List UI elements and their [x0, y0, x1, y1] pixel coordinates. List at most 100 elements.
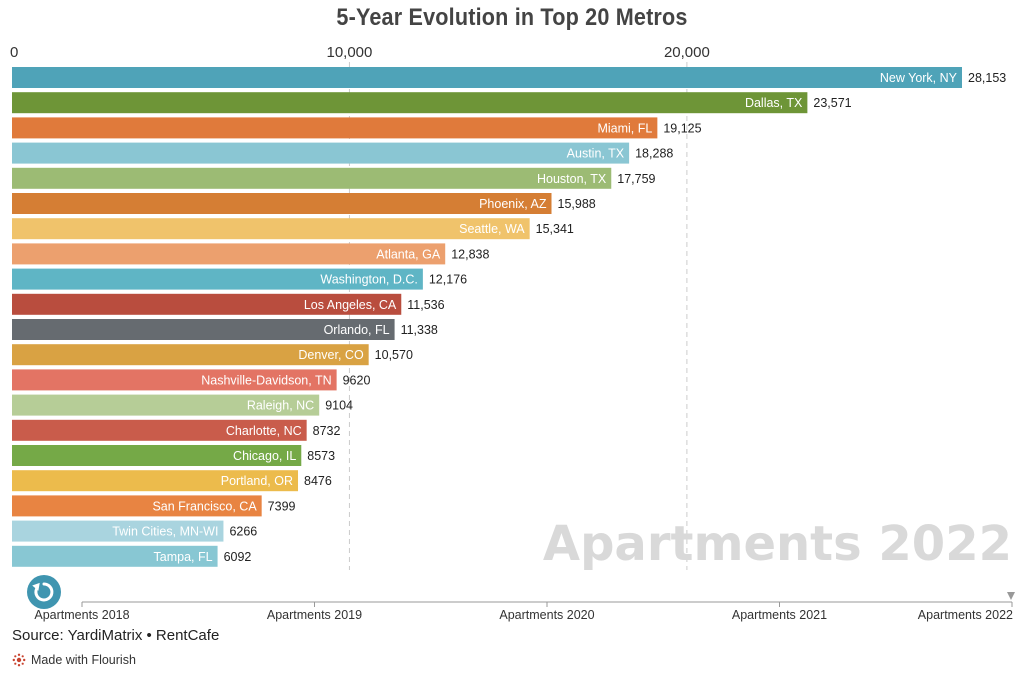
bar-category-label: Miami, FL	[597, 121, 652, 135]
year-watermark: Apartments 2022	[543, 516, 1012, 572]
bar	[12, 268, 423, 290]
bar-category-label: San Francisco, CA	[152, 499, 257, 513]
bar	[12, 419, 307, 441]
bar-category-label: Phoenix, AZ	[479, 197, 547, 211]
bar-value-label: 8476	[304, 474, 332, 488]
replay-icon	[32, 582, 54, 602]
replay-button[interactable]	[27, 575, 61, 609]
bar-value-label: 10,570	[375, 348, 413, 362]
bar-category-label: Dallas, TX	[745, 96, 803, 110]
bar	[12, 344, 369, 366]
bar-row: Austin, TX 18,288	[12, 142, 673, 164]
bar-row: Tampa, FL 6092	[12, 545, 252, 567]
bar-category-label: New York, NY	[880, 71, 958, 85]
bar	[12, 193, 552, 214]
bar-row: Portland, OR 8476	[12, 470, 332, 492]
bar	[12, 520, 224, 542]
timeline-handle[interactable]	[1007, 592, 1015, 600]
bar-category-label: Raleigh, NC	[247, 399, 314, 413]
bar-value-label: 17,759	[617, 172, 655, 186]
bar-row: Houston, TX 17,759	[12, 167, 656, 189]
bar-value-label: 6092	[224, 550, 252, 564]
bar	[12, 470, 299, 492]
bar	[12, 67, 962, 88]
bar-value-label: 15,988	[558, 197, 596, 211]
bar-category-label: Nashville-Davidson, TN	[201, 373, 331, 387]
bar-row: Orlando, FL 11,338	[12, 319, 438, 340]
bar-value-label: 9104	[325, 399, 353, 413]
source-note: Source: YardiMatrix • RentCafe	[12, 627, 220, 644]
bar-value-label: 9620	[343, 373, 371, 387]
bar-row: Phoenix, AZ 15,988	[12, 193, 596, 214]
bars: New York, NY 28,153 Dallas, TX 23,571 Miami,…	[12, 67, 1006, 567]
bar-value-label: 6266	[229, 525, 257, 539]
bar-value-label: 23,571	[813, 96, 851, 110]
bar-row: Seattle, WA 15,341	[12, 218, 574, 240]
bar-row: Nashville-Davidson, TN 9620	[12, 369, 371, 391]
bar	[12, 495, 262, 517]
bar-category-label: Atlanta, GA	[376, 247, 441, 261]
bar-category-label: Houston, TX	[537, 172, 607, 186]
bar	[12, 92, 808, 114]
bar-category-label: Los Angeles, CA	[304, 298, 397, 312]
bar-value-label: 15,341	[536, 222, 574, 236]
bar-value-label: 28,153	[968, 71, 1006, 85]
timeline-label[interactable]: Apartments 2022	[918, 608, 1013, 622]
bar	[12, 369, 337, 391]
bar-category-label: Twin Cities, MN-WI	[112, 525, 218, 539]
x-tick-label: 10,000	[326, 44, 372, 61]
bar-row: San Francisco, CA 7399	[12, 495, 296, 517]
bar	[12, 545, 218, 567]
x-axis-ticks: 0 10,000 20,000	[10, 44, 710, 61]
timeline-axis: Apartments 2018 Apartments 2019 Apartments…	[34, 592, 1015, 622]
bar-row: Raleigh, NC 9104	[12, 394, 353, 416]
bar-category-label: Washington, D.C.	[320, 273, 418, 287]
bar-category-label: Denver, CO	[298, 348, 364, 362]
bar-category-label: Seattle, WA	[459, 222, 525, 236]
bar	[12, 394, 320, 416]
timeline-label[interactable]: Apartments 2021	[732, 608, 827, 622]
bar-row: Dallas, TX 23,571	[12, 92, 852, 114]
bar-value-label: 18,288	[635, 147, 673, 161]
flourish-logo-icon	[12, 653, 26, 667]
timeline-label[interactable]: Apartments 2018	[34, 608, 129, 622]
bar-row: Denver, CO 10,570	[12, 344, 413, 366]
bar-row: New York, NY 28,153	[12, 67, 1006, 88]
bar-category-label: Chicago, IL	[233, 449, 296, 463]
bar-value-label: 7399	[268, 499, 296, 513]
bar-row: Miami, FL 19,125	[12, 117, 702, 139]
bar-row: Atlanta, GA 12,838	[12, 243, 489, 265]
bar-category-label: Tampa, FL	[154, 550, 213, 564]
bar-row: Charlotte, NC 8732	[12, 419, 341, 441]
chart-title: 5-Year Evolution in Top 20 Metros	[336, 4, 688, 31]
bar	[12, 243, 446, 265]
bar-category-label: Portland, OR	[221, 474, 293, 488]
bar-value-label: 12,176	[429, 273, 467, 287]
bar	[12, 167, 612, 189]
bar	[12, 117, 658, 139]
made-with-flourish-label: Made with Flourish	[31, 653, 136, 667]
bar-category-label: Charlotte, NC	[226, 424, 302, 438]
bar	[12, 445, 302, 466]
bar-row: Washington, D.C. 12,176	[12, 268, 467, 290]
timeline-label[interactable]: Apartments 2019	[267, 608, 362, 622]
bar-value-label: 11,536	[407, 298, 444, 312]
bar-value-label: 8573	[307, 449, 335, 463]
bar-value-label: 12,838	[451, 247, 489, 261]
bar-category-label: Austin, TX	[567, 147, 625, 161]
x-tick-label: 0	[10, 44, 18, 61]
bar-row: Los Angeles, CA 11,536	[12, 293, 445, 315]
bar	[12, 218, 530, 240]
bar	[12, 293, 402, 315]
timeline-label[interactable]: Apartments 2020	[499, 608, 594, 622]
bar-row: Twin Cities, MN-WI 6266	[12, 520, 257, 542]
bar	[12, 142, 630, 164]
bar-value-label: 11,338	[401, 323, 438, 337]
bar-value-label: 8732	[313, 424, 341, 438]
x-tick-label: 20,000	[664, 44, 710, 61]
made-with-flourish-link[interactable]: Made with Flourish	[12, 653, 136, 667]
bar	[12, 319, 395, 340]
bar-category-label: Orlando, FL	[324, 323, 390, 337]
bar-row: Chicago, IL 8573	[12, 445, 335, 466]
